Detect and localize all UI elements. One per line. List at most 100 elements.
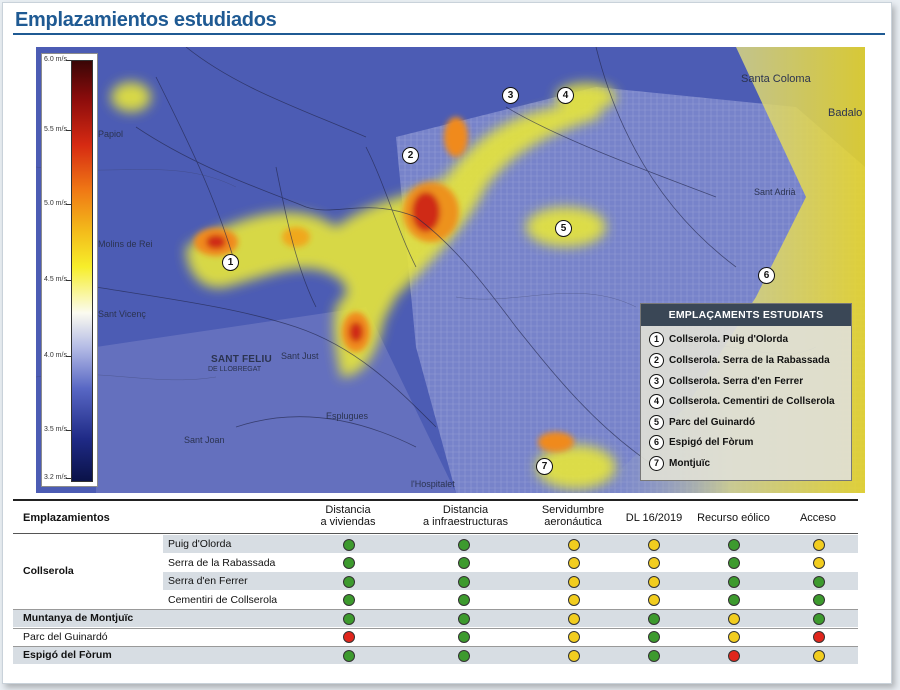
legend-item: 1 Collserola. Puig d'Olorda	[649, 332, 788, 347]
status-dot-red	[728, 649, 740, 662]
header-dl: DL 16/2019	[625, 512, 683, 524]
site-marker-3: 3	[502, 87, 519, 104]
label-llobregat: DE LLOBREGAT	[208, 366, 262, 373]
status-dot-yellow	[728, 612, 740, 625]
status-dot-green	[813, 575, 825, 588]
legend-number: 2	[649, 353, 664, 368]
label-sant-just: Sant Just	[281, 351, 319, 361]
status-dot-yellow	[728, 631, 740, 643]
status-dot-green	[343, 594, 355, 606]
status-dot-yellow	[568, 612, 580, 625]
header-line: Distancia	[442, 504, 489, 516]
legend-number: 4	[649, 394, 664, 409]
header-line: Servidumbre	[541, 504, 605, 516]
legend-label: Espigó del Fòrum	[669, 437, 754, 449]
status-dot-yellow	[568, 557, 580, 569]
legend-label: Collserola. Cementiri de Collserola	[669, 396, 835, 408]
status-dot-green	[458, 631, 470, 643]
status-dot-yellow	[648, 575, 660, 588]
status-dot-yellow	[568, 631, 580, 643]
legend-item: 4 Collserola. Cementiri de Collserola	[649, 394, 835, 409]
row-site-name: Muntanya de Montjuïc	[23, 612, 134, 624]
status-dot-yellow	[648, 594, 660, 606]
sites-legend: EMPLAÇAMENTS ESTUDIATS 1 Collserola. Puig…	[640, 303, 852, 481]
status-dot-yellow	[813, 538, 825, 551]
header-acceso: Acceso	[799, 512, 837, 524]
legend-label: Parc del Guinardó	[669, 417, 756, 429]
legend-item: 3 Collserola. Serra d'en Ferrer	[649, 374, 803, 389]
site-marker-7: 7	[536, 458, 553, 475]
legend-number: 1	[649, 332, 664, 347]
status-dot-green	[648, 649, 660, 662]
legend-label: Collserola. Puig d'Olorda	[669, 334, 789, 346]
row-subsite-name: Puig d'Olorda	[168, 538, 232, 550]
site-marker-6: 6	[758, 267, 775, 284]
row-subsite-name: Cementiri de Collserola	[168, 593, 278, 606]
label-sant-vicenc: Sant Vicenç	[98, 309, 146, 319]
label-sant-feliu: SANT FELIU	[211, 354, 272, 365]
status-dot-yellow	[568, 575, 580, 588]
legend-item: 7 Montjuïc	[649, 456, 710, 471]
status-dot-green	[458, 575, 470, 588]
scale-tick: 5.0 m/s	[44, 200, 71, 207]
status-dot-green	[343, 612, 355, 625]
table-top-rule	[13, 499, 858, 501]
header-line: a viviendas	[320, 516, 376, 528]
label-sant-adria: Sant Adrià	[754, 187, 796, 197]
legend-label: Collserola. Serra de la Rabassada	[669, 355, 830, 367]
row-site-name: Espigó del Fòrum	[23, 649, 112, 661]
legend-item: 2 Collserola. Serra de la Rabassada	[649, 353, 830, 368]
group-divider	[13, 646, 858, 647]
status-dot-green	[648, 612, 660, 625]
site-marker-5: 5	[555, 220, 572, 237]
legend-number: 7	[649, 456, 664, 471]
scale-tick: 5.5 m/s	[44, 126, 71, 133]
header-distancia-infraestructuras: Distancia a infraestructuras	[408, 504, 523, 528]
label-sant-joan: Sant Joan	[184, 435, 225, 445]
status-dot-yellow	[813, 557, 825, 569]
status-dot-yellow	[568, 594, 580, 606]
header-line: aeronáutica	[544, 516, 602, 528]
legend-item: 5 Parc del Guinardó	[649, 415, 755, 430]
group-label-collserola: Collserola	[23, 565, 74, 577]
status-dot-green	[648, 631, 660, 643]
status-dot-red	[343, 631, 355, 643]
header-line: Distancia	[325, 504, 371, 516]
header-rule	[13, 533, 858, 534]
label-badalona: Badalo	[828, 107, 863, 119]
group-divider	[13, 627, 858, 629]
status-dot-green	[728, 538, 740, 551]
infographic-frame: Emplazamientos estudiados	[2, 2, 892, 684]
status-dot-yellow	[568, 649, 580, 662]
label-hospitalet: l'Hospitalet	[411, 479, 455, 489]
label-papiol: Papiol	[98, 129, 124, 139]
status-dot-green	[458, 649, 470, 662]
status-dot-green	[458, 594, 470, 606]
scale-tick: 3.2 m/s	[44, 474, 71, 481]
status-dot-green	[458, 612, 470, 625]
scale-tick: 6.0 m/s	[44, 56, 71, 63]
status-dot-yellow	[648, 557, 660, 569]
sites-assessment-table: Emplazamientos Distancia a viviendas Dist…	[13, 499, 858, 667]
row-site-name: Parc del Guinardó	[23, 630, 108, 643]
status-dot-green	[728, 557, 740, 569]
status-dot-yellow	[648, 538, 660, 551]
legend-label: Collserola. Serra d'en Ferrer	[669, 376, 804, 388]
table-row	[13, 609, 858, 627]
site-marker-1: 1	[222, 254, 239, 271]
wind-speed-color-bar	[71, 60, 93, 482]
header-recurso-eolico: Recurso eólico	[697, 512, 770, 524]
page-title: Emplazamientos estudiados	[15, 9, 277, 31]
legend-heading: EMPLAÇAMENTS ESTUDIATS	[641, 304, 851, 326]
status-dot-yellow	[813, 649, 825, 662]
table-row	[13, 646, 858, 664]
wind-map: Santa Coloma Badalo Sant Adrià SANT FELI…	[36, 47, 865, 493]
status-dot-green	[343, 649, 355, 662]
label-santa-coloma: Santa Coloma	[741, 73, 811, 85]
table-row	[163, 572, 858, 590]
table-row	[163, 535, 858, 553]
legend-number: 6	[649, 435, 664, 450]
site-marker-4: 4	[557, 87, 574, 104]
wind-speed-scale: 6.0 m/s 5.5 m/s 5.0 m/s 4.5 m/s 4.0 m/s …	[41, 53, 98, 487]
header-servidumbre: Servidumbre aeronáutica	[528, 504, 618, 528]
